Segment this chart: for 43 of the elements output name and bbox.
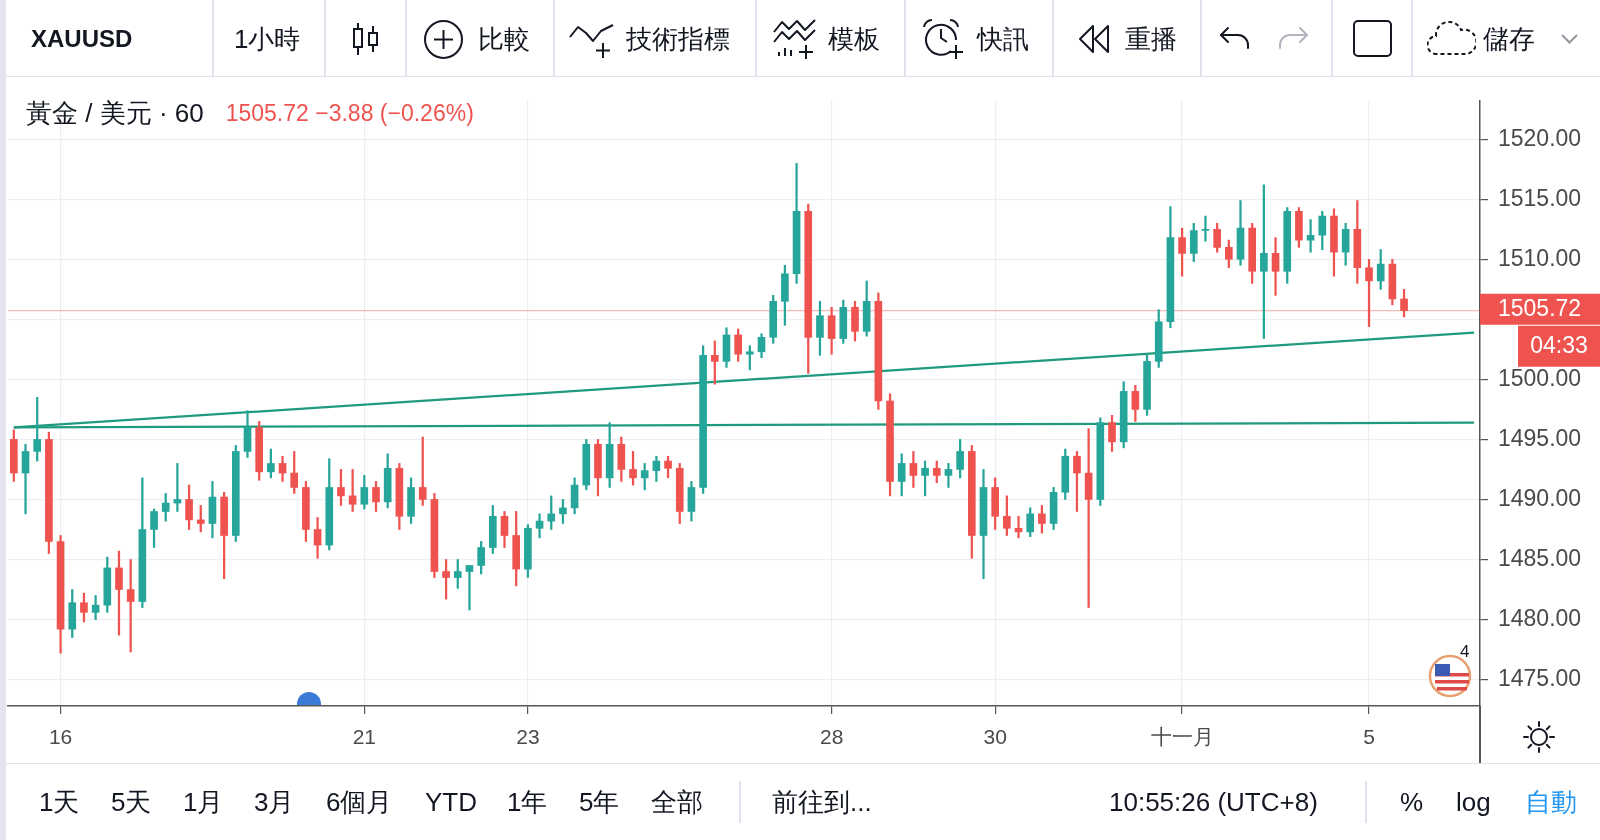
x-tick-label: 30 <box>983 725 1007 749</box>
y-tick-label: 1475.00 <box>1498 664 1582 691</box>
text: 6個月 <box>326 787 393 817</box>
text: 重播 <box>1125 24 1177 54</box>
text: 模板 <box>828 24 880 54</box>
x-tick-label: 5 <box>1363 725 1375 749</box>
text: 快訊 <box>977 24 1029 54</box>
x-tick-label: 21 <box>352 725 376 749</box>
text: 10:55:26 (UTC+8) <box>1109 787 1318 817</box>
text: 技術指標 <box>626 24 730 54</box>
text: % <box>1400 787 1424 817</box>
y-tick-label: 1485.00 <box>1498 544 1582 571</box>
text: 比較 <box>478 24 530 54</box>
text: 1小時 <box>234 24 301 54</box>
y-tick-label: 1495.00 <box>1498 424 1582 451</box>
y-tick-label: 1520.00 <box>1498 124 1582 151</box>
y-tick-label: 1480.00 <box>1498 604 1582 631</box>
text: 1年 <box>507 787 548 817</box>
text: 前往到... <box>772 787 872 817</box>
x-tick-label: 16 <box>48 725 73 749</box>
chart-title: 黃金 / 美元 · 60 <box>26 96 204 130</box>
text: 5年 <box>579 787 620 817</box>
y-tick-label: 1490.00 <box>1498 484 1582 511</box>
chart-subtitle: 1505.72 −3.88 (−0.26%) <box>225 98 474 128</box>
text: log <box>1456 787 1491 817</box>
y-tick-label: 1510.00 <box>1498 244 1582 271</box>
text: 04:33 <box>1530 332 1588 359</box>
text: 儲存 <box>1483 24 1535 54</box>
text: 5天 <box>111 787 152 817</box>
text: 3月 <box>254 787 295 817</box>
x-tick-label: 23 <box>516 725 540 749</box>
text: XAUUSD <box>31 25 133 53</box>
x-tick-label: 十一月 <box>1150 725 1214 749</box>
x-tick-label: 28 <box>819 725 844 749</box>
y-tick-label: 1515.00 <box>1498 184 1582 211</box>
y-tick-label: 1500.00 <box>1498 364 1582 391</box>
text: 自動 <box>1525 787 1577 817</box>
annotation: 4 <box>1460 642 1470 662</box>
text: 1月 <box>183 787 224 817</box>
text: 全部 <box>651 787 703 817</box>
ref-line-label: 1505.72 <box>1498 295 1582 322</box>
text: YTD <box>425 787 477 817</box>
text: 1天 <box>39 787 80 817</box>
